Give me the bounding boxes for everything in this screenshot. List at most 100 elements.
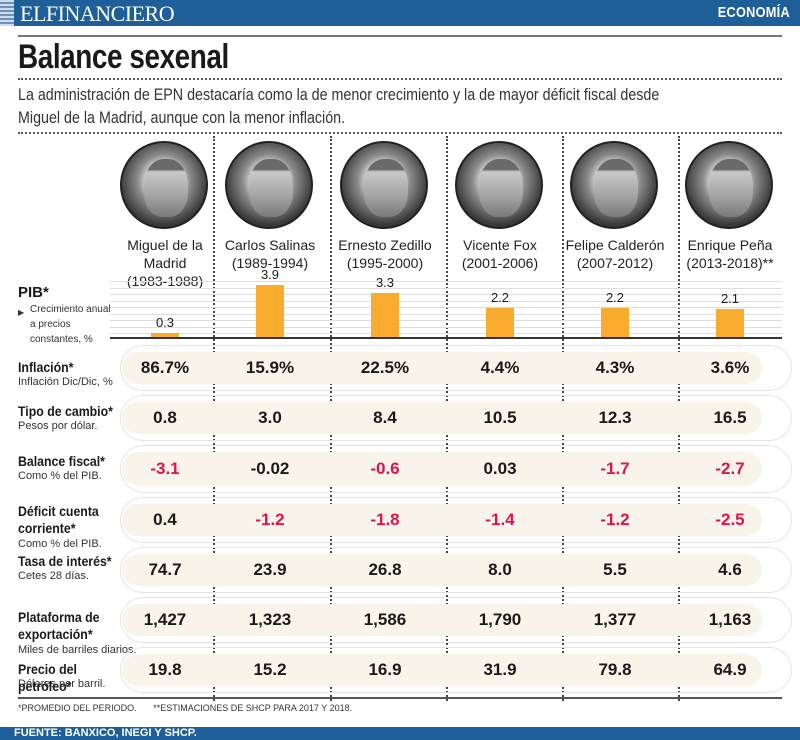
pib-bar xyxy=(716,309,744,337)
table-row xyxy=(120,547,792,593)
pib-label: PIB* xyxy=(18,284,49,301)
row-highlight xyxy=(122,452,762,486)
president-name-line: (2001-2006) xyxy=(461,255,539,271)
row-highlight xyxy=(122,654,762,686)
president-name: Vicente Fox (2001-2006) xyxy=(442,236,558,272)
row-value: 1,586 xyxy=(363,610,407,629)
grid-line xyxy=(110,287,782,289)
row-value: -2.5 xyxy=(715,510,745,529)
pib-bar-label: 0.3 xyxy=(155,315,175,330)
section-label[interactable]: ECONOMÍA xyxy=(717,4,790,21)
president-portrait xyxy=(225,141,313,229)
row-label: Precio del petróleo* xyxy=(18,661,77,694)
president-portrait xyxy=(455,141,543,229)
row-value: 5.5 xyxy=(603,560,627,579)
chart-baseline xyxy=(110,337,782,339)
president-name-line: Ernesto Zedillo xyxy=(338,237,432,253)
president-portrait xyxy=(120,141,208,229)
row-value: 15.9% xyxy=(245,358,295,377)
row-value: -3.1 xyxy=(150,459,180,478)
row-highlight xyxy=(122,554,762,586)
row-value: 1,323 xyxy=(248,610,292,629)
row-value: 15.2 xyxy=(253,660,287,679)
pib-bar xyxy=(256,285,284,337)
face-photo-icon xyxy=(709,159,753,217)
pib-bar xyxy=(371,293,399,337)
row-value: 19.8 xyxy=(148,660,182,679)
row-value: -1.8 xyxy=(370,510,400,529)
row-value: 74.7 xyxy=(148,560,182,579)
row-value: 1,163 xyxy=(708,610,752,629)
row-sublabel: Inflación Dic/Dic, % xyxy=(18,376,113,388)
logo-mark-icon xyxy=(0,0,14,26)
row-value: 8.0 xyxy=(488,560,512,579)
title-rule xyxy=(18,35,782,37)
grid-line xyxy=(110,300,782,302)
row-value: 1,427 xyxy=(143,610,187,629)
president-name: Carlos Salinas (1989-1994) xyxy=(212,236,328,272)
pib-bar xyxy=(151,333,179,337)
president-name: Ernesto Zedillo (1995-2000) xyxy=(327,236,443,272)
row-sublabel: Cetes 28 días. xyxy=(18,570,89,582)
row-sublabel: Pesos por dólar. xyxy=(18,420,98,432)
row-highlight xyxy=(122,604,762,636)
row-label: Plataforma de exportación* xyxy=(18,609,100,642)
pib-sublabel: ▶ Crecimiento anual a precios constantes… xyxy=(18,304,111,345)
row-value: 16.9 xyxy=(368,660,402,679)
row-value: 4.3% xyxy=(595,358,635,377)
face-photo-icon xyxy=(144,159,188,217)
table-row xyxy=(120,395,792,441)
footnote-2: **ESTIMACIONES DE SHCP PARA 2017 Y 2018. xyxy=(153,703,353,713)
row-value: 31.9 xyxy=(483,660,517,679)
row-label: Balance fiscal* xyxy=(18,453,105,469)
row-highlight xyxy=(122,504,762,536)
row-value: 12.3 xyxy=(598,408,632,427)
face-photo-icon xyxy=(594,159,638,217)
row-label: Inflación* xyxy=(18,359,74,375)
face-photo-icon xyxy=(249,159,293,217)
row-value: 10.5 xyxy=(483,408,517,427)
row-sublabel: Miles de barriles diarios. xyxy=(18,644,137,656)
row-value: 79.8 xyxy=(598,660,632,679)
grid-line xyxy=(110,307,782,308)
president-name-line: (2013-2018)** xyxy=(686,255,774,271)
grid-line xyxy=(110,333,782,334)
row-value: 0.8 xyxy=(153,408,177,427)
row-value: 0.03 xyxy=(483,459,517,478)
row-label: Tipo de cambio* xyxy=(18,403,113,419)
row-sublabel: Dólares por barril. xyxy=(18,678,106,690)
row-value: 3.0 xyxy=(258,408,282,427)
table-row xyxy=(120,597,792,643)
grid-line xyxy=(110,326,782,328)
pib-bar-label: 3.9 xyxy=(260,267,280,282)
row-value: -1.2 xyxy=(255,510,285,529)
subtitle-dotted-rule xyxy=(18,132,782,134)
row-value: -0.6 xyxy=(370,459,400,478)
footnote-1: *PROMEDIO DEL PERIODO. xyxy=(18,703,137,713)
president-name-line: Miguel de la xyxy=(127,237,203,253)
table-row xyxy=(120,497,792,543)
row-value: -1.4 xyxy=(485,510,515,529)
row-value: -2.7 xyxy=(715,459,745,478)
pib-bar-label: 2.2 xyxy=(605,289,625,305)
president-name-line: (1989-1994) xyxy=(231,255,309,271)
table-row xyxy=(120,345,792,391)
triangle-icon: ▶ xyxy=(18,308,25,317)
pib-bar-label: 3.3 xyxy=(375,275,395,290)
pib-bar-label: 2.1 xyxy=(720,291,740,306)
header-bar: ELFINANCIERO ECONOMÍA xyxy=(0,0,800,26)
row-sublabel: Como % del PIB. xyxy=(18,470,102,482)
row-value: 1,790 xyxy=(478,610,522,629)
row-value: 86.7% xyxy=(140,358,190,377)
source-text: FUENTE: BANXICO, INEGI Y SHCP. xyxy=(14,727,197,739)
row-value: 3.6% xyxy=(710,358,750,377)
grid-line xyxy=(110,294,782,295)
president-name-line: Felipe Calderón xyxy=(565,237,665,253)
row-highlight xyxy=(122,352,762,384)
row-value: 4.6 xyxy=(718,560,742,579)
brand-logo[interactable]: ELFINANCIERO xyxy=(20,1,175,26)
president-name-line: Carlos Salinas xyxy=(224,237,316,253)
row-label: Déficit cuenta corriente* xyxy=(18,503,99,536)
president-portrait xyxy=(340,141,428,229)
row-value: -1.2 xyxy=(600,510,630,529)
